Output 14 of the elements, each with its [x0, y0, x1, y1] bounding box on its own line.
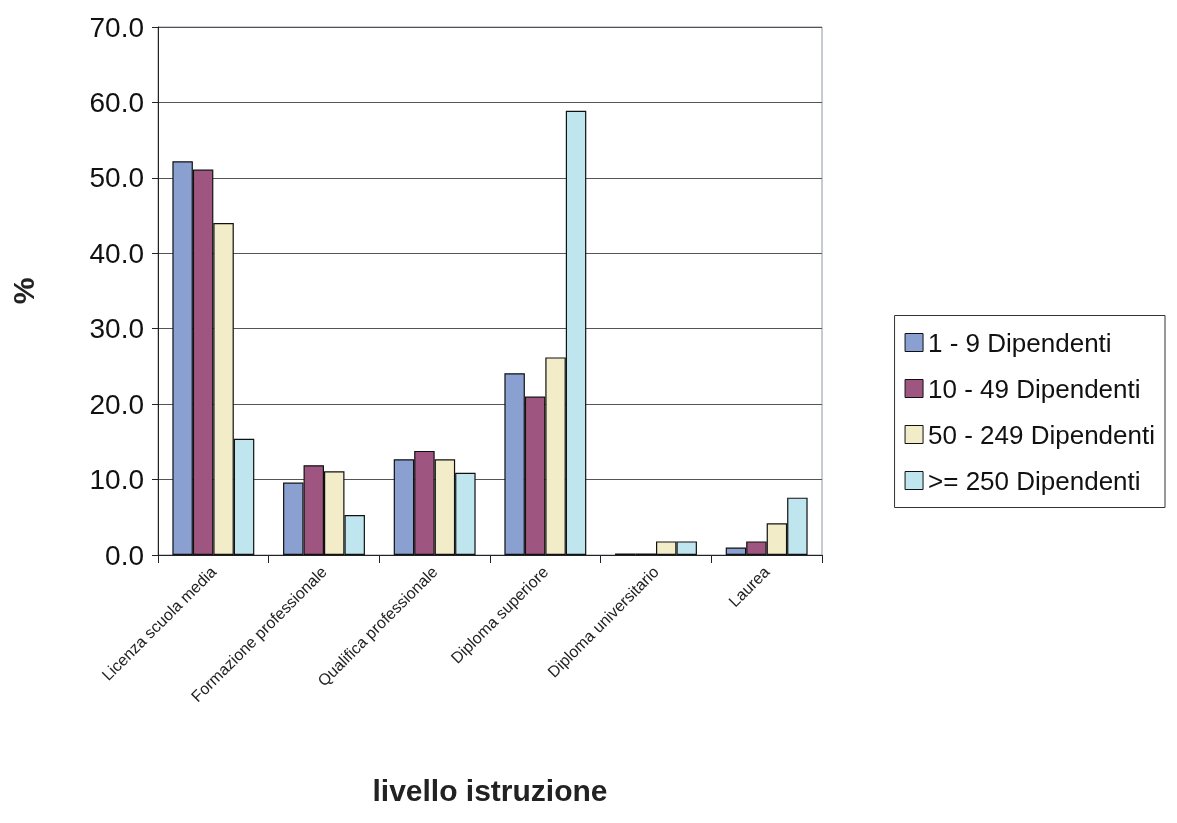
legend-label: 10 - 49 Dipendenti: [928, 373, 1141, 404]
y-tick-label: 40.0: [89, 237, 144, 269]
legend-label: 1 - 9 Dipendenti: [928, 327, 1112, 358]
y-tick-label: 70.0: [89, 11, 144, 43]
y-tick-label: 50.0: [89, 162, 144, 194]
y-tick-label: 10.0: [89, 464, 144, 496]
legend-label: >= 250 Dipendenti: [928, 465, 1141, 496]
y-tick-label: 0.0: [105, 539, 144, 571]
y-axis-title: %: [6, 277, 40, 305]
x-axis-title: livello istruzione: [372, 773, 608, 807]
legend-label: 50 - 249 Dipendenti: [928, 419, 1156, 450]
y-tick-label: 20.0: [89, 388, 144, 420]
y-tick-label: 30.0: [89, 313, 144, 345]
y-tick-label: 60.0: [89, 86, 144, 118]
